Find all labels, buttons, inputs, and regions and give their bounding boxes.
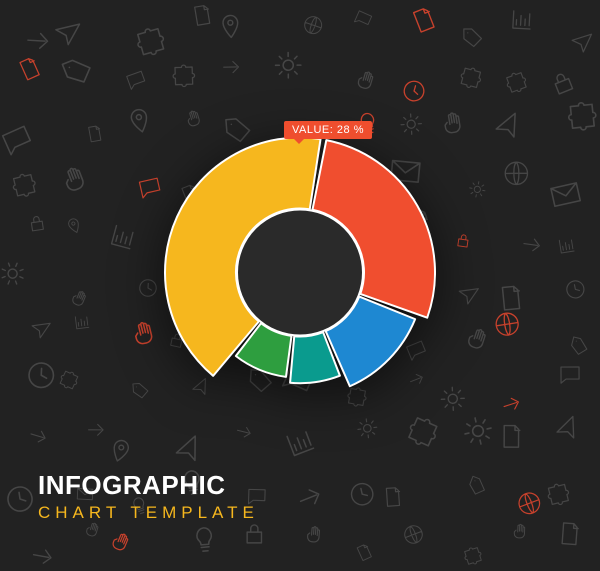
clock-icon xyxy=(24,358,58,392)
hand-icon xyxy=(511,520,532,541)
gear-icon xyxy=(459,412,497,450)
hand-icon xyxy=(352,65,383,96)
value-prefix: VALUE: xyxy=(292,124,333,136)
puzzle-icon xyxy=(544,480,574,510)
globe-icon xyxy=(400,521,427,548)
clock-icon xyxy=(2,481,38,517)
arrow-icon xyxy=(24,422,52,450)
plane-icon xyxy=(453,279,482,308)
arrow-icon xyxy=(85,419,107,441)
arrow-icon xyxy=(497,390,525,418)
arrow-icon xyxy=(22,25,53,56)
bulb-icon xyxy=(188,523,222,557)
tag-icon xyxy=(461,26,485,50)
tag-icon xyxy=(567,333,592,358)
globe-icon xyxy=(493,309,523,339)
clock-icon xyxy=(345,477,379,511)
puzzle-icon xyxy=(8,170,40,202)
chat-icon xyxy=(123,67,149,93)
plane-icon xyxy=(168,430,207,469)
globe-icon xyxy=(300,12,326,38)
plane-icon xyxy=(568,27,595,54)
lock-icon xyxy=(24,211,49,236)
clock-icon xyxy=(398,75,430,107)
puzzle-icon xyxy=(456,64,485,93)
arrow-icon xyxy=(232,420,256,444)
chart-icon xyxy=(106,219,141,254)
plane-icon xyxy=(549,411,584,446)
plane-icon xyxy=(26,314,54,342)
puzzle-icon xyxy=(56,366,82,392)
arrow-icon xyxy=(220,56,242,78)
hand-icon xyxy=(106,526,138,558)
pin-icon xyxy=(103,434,138,469)
arrow-icon xyxy=(291,478,329,516)
puzzle-icon xyxy=(502,67,531,96)
title-block: INFOGRAPHIC CHART TEMPLATE xyxy=(38,470,259,523)
chat-icon xyxy=(0,120,38,161)
chart-icon xyxy=(281,423,321,463)
donut-svg xyxy=(155,128,445,418)
lock-icon xyxy=(453,229,474,250)
hand-icon xyxy=(55,158,97,200)
lock-icon xyxy=(240,519,269,548)
pin-icon xyxy=(122,104,158,140)
plane-icon xyxy=(489,108,526,145)
plane-icon xyxy=(50,15,85,50)
chat-icon xyxy=(557,363,581,387)
hand-icon xyxy=(67,285,95,313)
value-suffix: % xyxy=(354,124,364,136)
hand-icon xyxy=(303,522,328,547)
donut-chart xyxy=(155,128,445,423)
doc-icon xyxy=(555,519,584,548)
pin-icon xyxy=(62,214,87,239)
doc-icon xyxy=(380,484,405,509)
tag-icon xyxy=(464,473,491,500)
doc-icon xyxy=(84,122,107,145)
tag-icon xyxy=(57,50,99,92)
arrow-icon xyxy=(27,540,58,571)
title-line-1: INFOGRAPHIC xyxy=(38,470,259,501)
puzzle-icon xyxy=(564,98,600,134)
lock-icon xyxy=(543,64,580,101)
pin-icon xyxy=(215,12,246,43)
gear-icon xyxy=(273,50,304,81)
puzzle-icon xyxy=(171,62,198,89)
arrow-icon xyxy=(519,231,545,257)
hand-icon xyxy=(461,322,496,357)
title-line-2: CHART TEMPLATE xyxy=(38,503,259,523)
value-number: 28 xyxy=(337,124,350,136)
doc-icon xyxy=(188,1,216,29)
donut-center-hole xyxy=(237,210,363,336)
chat-icon xyxy=(351,7,375,31)
globe-icon xyxy=(503,160,530,187)
infographic-canvas: VALUE: 28 % INFOGRAPHIC CHART TEMPLATE xyxy=(0,0,600,571)
chart-icon xyxy=(72,312,92,332)
gear-icon xyxy=(0,256,31,292)
doc-icon xyxy=(406,2,442,38)
chart-icon xyxy=(508,7,535,34)
doc-icon xyxy=(497,422,526,451)
doc-icon xyxy=(13,52,46,85)
puzzle-icon xyxy=(132,22,171,61)
mail-icon xyxy=(547,176,584,213)
clock-icon xyxy=(562,276,589,303)
doc-icon xyxy=(352,540,377,565)
globe-icon xyxy=(513,487,545,519)
gear-icon xyxy=(466,179,488,201)
puzzle-icon xyxy=(460,543,485,568)
tag-icon xyxy=(130,380,151,401)
chart-icon xyxy=(556,235,578,257)
value-callout-tag: VALUE: 28 % xyxy=(284,121,372,139)
